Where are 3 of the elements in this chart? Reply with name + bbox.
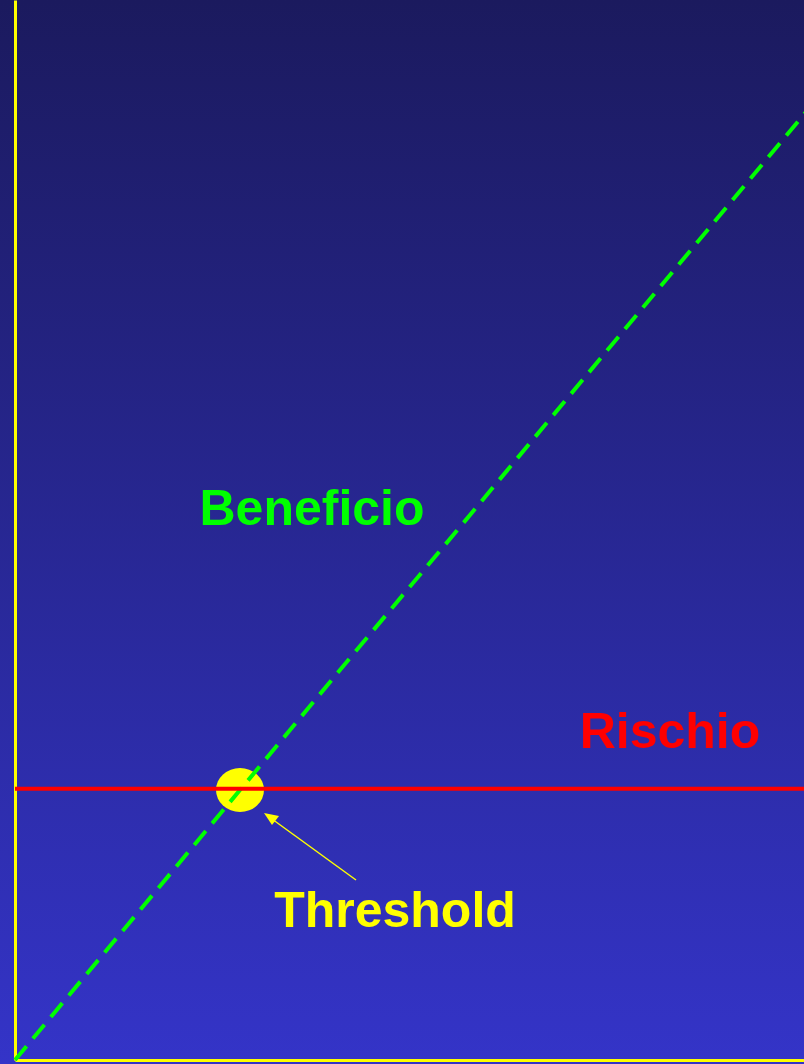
annotation: Threshold — [274, 882, 516, 938]
series-label: Rischio — [579, 703, 761, 759]
series-label: Beneficio — [199, 480, 425, 536]
